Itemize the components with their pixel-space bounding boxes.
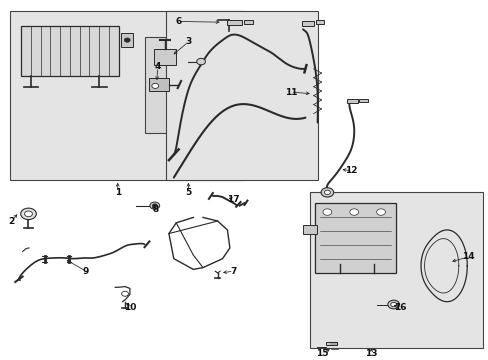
Text: 8: 8 [152, 205, 159, 214]
Text: 4: 4 [154, 63, 161, 72]
Text: 6: 6 [175, 17, 182, 26]
Circle shape [323, 209, 331, 215]
Circle shape [20, 208, 36, 220]
Circle shape [324, 190, 330, 194]
Text: 7: 7 [230, 267, 237, 276]
Circle shape [124, 38, 130, 42]
Text: 1: 1 [114, 188, 121, 197]
Circle shape [390, 302, 396, 307]
Circle shape [321, 188, 333, 197]
Bar [303, 225, 316, 234]
Bar [154, 49, 176, 65]
Circle shape [196, 58, 205, 65]
Text: 10: 10 [123, 302, 136, 311]
Circle shape [150, 202, 159, 209]
Text: 13: 13 [364, 349, 377, 358]
Circle shape [376, 209, 385, 215]
Text: 5: 5 [185, 188, 191, 197]
Bar [326, 342, 336, 345]
Text: 2: 2 [8, 216, 15, 225]
Bar [302, 22, 314, 26]
Text: 12: 12 [345, 166, 357, 175]
Bar [315, 203, 395, 273]
Circle shape [24, 211, 32, 217]
Text: 3: 3 [185, 37, 191, 46]
Bar [166, 12, 317, 180]
Text: 11: 11 [284, 87, 297, 96]
Bar [149, 78, 168, 91]
Bar [358, 99, 367, 102]
Text: 9: 9 [82, 267, 89, 276]
Bar [10, 12, 244, 180]
Bar [243, 21, 253, 24]
Text: 16: 16 [393, 302, 406, 311]
Bar [121, 33, 133, 47]
Circle shape [152, 204, 157, 207]
Bar [315, 21, 324, 24]
Bar [21, 26, 119, 76]
Text: 15: 15 [316, 349, 328, 358]
Bar [310, 192, 483, 348]
Circle shape [349, 209, 358, 215]
Text: 17: 17 [227, 195, 240, 204]
Circle shape [122, 291, 128, 296]
Bar [227, 21, 242, 25]
Text: 14: 14 [462, 252, 474, 261]
Bar [346, 99, 357, 103]
Circle shape [387, 300, 399, 309]
Bar [144, 36, 227, 133]
Circle shape [152, 84, 158, 89]
